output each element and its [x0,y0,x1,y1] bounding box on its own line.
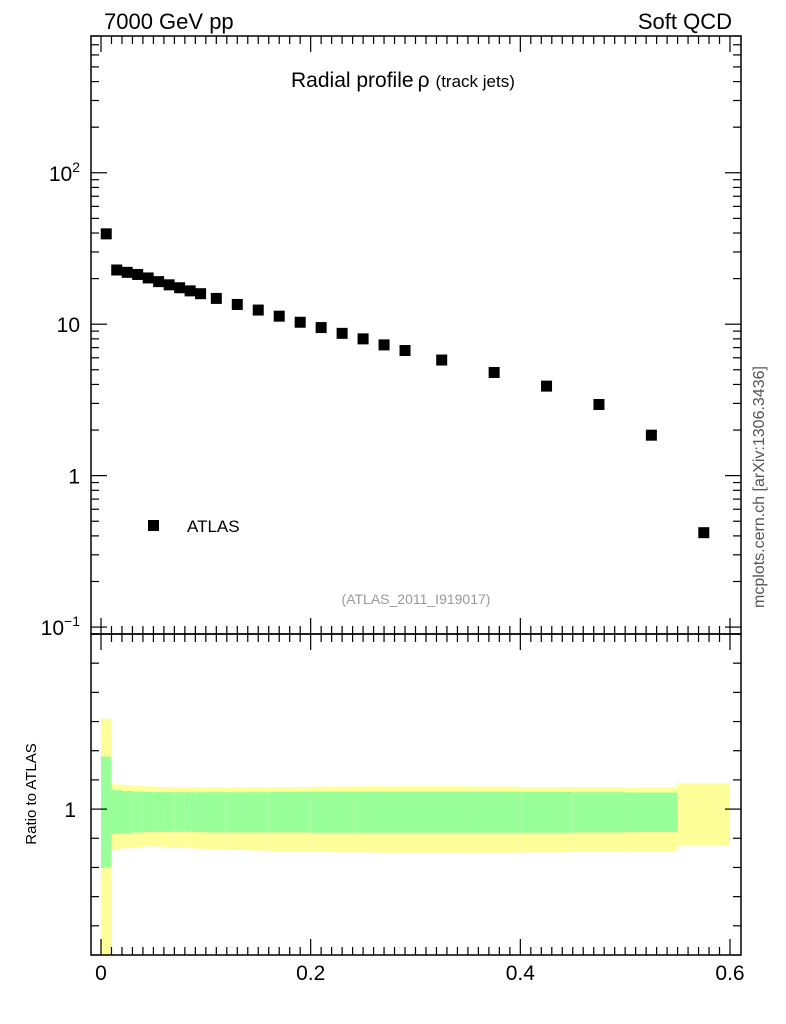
data-point [163,279,175,291]
inner-band-12 [247,792,269,833]
main-y-tick-label-0: 10−1 [41,613,81,640]
inner-band-9 [195,792,206,833]
inner-band-16 [331,791,353,833]
data-point [541,380,553,392]
plot-title-symbol: ρ [418,69,430,92]
inner-band-15 [310,791,332,833]
main-y-tick-label-3: 102 [49,159,80,186]
data-point [488,366,500,378]
inner-band-21 [467,791,521,833]
main-y-tick-label-2: 10 [57,314,80,337]
inner-band-17 [352,791,374,833]
data-point [210,292,222,304]
data-point [252,304,264,316]
ratio-y-tick-label-0: 1 [64,799,76,822]
data-point [111,264,123,276]
inner-band-14 [289,791,311,833]
inner-band-1 [111,790,122,834]
data-point [132,268,144,280]
x-tick-label-2: 0.4 [506,962,536,985]
inner-band-0 [101,756,112,868]
main-axis-ticks [91,35,741,635]
data-point [195,288,207,300]
inner-band-18 [373,791,395,833]
data-point [100,228,112,240]
side-label: mcplots.cern.ch [arXiv:1306.3436] [751,366,768,608]
main-y-tick-label-1: 1 [68,466,80,489]
header-left: 7000 GeV pp [104,9,234,34]
inner-band-5 [153,792,164,832]
legend-label: ATLAS [187,517,240,536]
inner-band-23 [572,792,626,833]
ratio-panel-frame [90,633,742,956]
plot-title: Radial profile ρ (track jets) [291,69,515,92]
inner-band-6 [163,792,175,832]
data-point [436,354,448,366]
data-point [184,285,196,297]
data-point [336,327,348,339]
x-tick-label-1: 0.2 [296,962,325,985]
inner-band-7 [174,792,185,832]
data-point [142,272,154,284]
data-point [378,339,390,351]
inner-band-13 [268,791,290,833]
inner-band-19 [394,791,416,833]
inner-band-20 [415,791,468,833]
inner-band-11 [226,792,248,833]
inner-band-2 [121,790,133,834]
x-tick-label-0: 0 [95,962,107,985]
data-point [645,429,657,441]
data-point [399,345,411,357]
ratio-axis-label: Ratio to ATLAS [23,743,40,844]
inner-band-22 [520,791,573,833]
data-point [121,266,133,278]
data-point [698,527,710,539]
plot-title-main: Radial profile [291,69,414,92]
data-point [153,276,165,288]
data-point [593,398,605,410]
data-point [273,310,285,322]
main-panel-frame [90,35,742,635]
inner-band-4 [142,791,154,833]
legend-marker [148,520,159,531]
data-point [315,322,327,334]
data-point [294,316,306,328]
inner-band-8 [184,792,196,832]
ratio-bands [101,718,730,955]
outer-band-25 [677,783,730,845]
data-point [357,333,369,345]
data-points [100,228,710,539]
data-point [174,282,186,294]
inner-band-24 [625,792,678,833]
x-tick-label-3: 0.6 [715,962,744,985]
plot-title-suffix: (track jets) [436,72,515,91]
data-point [231,298,243,310]
header-right: Soft QCD [638,9,732,34]
analysis-watermark: (ATLAS_2011_I919017) [342,591,491,607]
inner-band-3 [132,791,143,833]
inner-band-10 [205,792,227,833]
